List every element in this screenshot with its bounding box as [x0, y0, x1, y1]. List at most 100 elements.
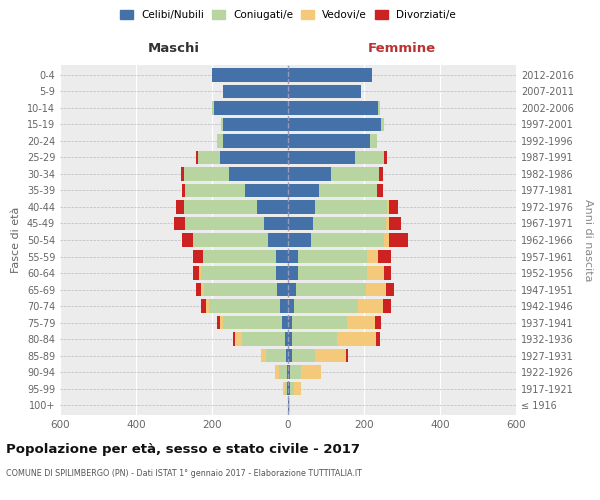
Bar [384, 233, 389, 247]
Bar [294, 300, 358, 313]
Text: Maschi: Maschi [148, 42, 200, 55]
Bar [288, 68, 373, 82]
Bar [384, 266, 391, 280]
Bar [176, 200, 184, 214]
Text: COMUNE DI SPILIMBERGO (PN) - Dati ISTAT 1° gennaio 2017 - Elaborazione TUTTITALI: COMUNE DI SPILIMBERGO (PN) - Dati ISTAT … [6, 469, 362, 478]
Bar [206, 300, 209, 313]
Bar [365, 283, 386, 296]
Text: Popolazione per età, sesso e stato civile - 2017: Popolazione per età, sesso e stato civil… [6, 442, 360, 456]
Bar [277, 283, 288, 296]
Bar [316, 200, 387, 214]
Bar [260, 349, 266, 362]
Bar [290, 366, 301, 379]
Y-axis label: Anni di nascita: Anni di nascita [583, 198, 593, 281]
Bar [387, 200, 389, 214]
Bar [331, 167, 379, 180]
Bar [288, 84, 361, 98]
Bar [184, 200, 257, 214]
Bar [358, 300, 383, 313]
Bar [265, 216, 288, 230]
Bar [199, 266, 200, 280]
Bar [389, 216, 401, 230]
Bar [200, 266, 276, 280]
Bar [268, 233, 288, 247]
Legend: Celibi/Nubili, Coniugati/e, Vedovi/e, Divorziati/e: Celibi/Nubili, Coniugati/e, Vedovi/e, Di… [118, 8, 458, 22]
Y-axis label: Fasce di età: Fasce di età [11, 207, 21, 273]
Bar [184, 167, 229, 180]
Bar [292, 332, 337, 346]
Bar [285, 332, 288, 346]
Bar [196, 283, 200, 296]
Bar [311, 233, 384, 247]
Bar [223, 84, 288, 98]
Bar [337, 332, 376, 346]
Bar [288, 134, 370, 147]
Bar [185, 216, 265, 230]
Bar [288, 283, 296, 296]
Bar [288, 366, 290, 379]
Bar [313, 216, 386, 230]
Bar [283, 316, 288, 330]
Bar [288, 184, 319, 197]
Bar [205, 283, 277, 296]
Bar [217, 134, 223, 147]
Bar [220, 316, 223, 330]
Bar [280, 300, 288, 313]
Bar [286, 349, 288, 362]
Bar [292, 349, 314, 362]
Bar [288, 167, 331, 180]
Bar [355, 150, 384, 164]
Bar [193, 266, 199, 280]
Bar [220, 150, 288, 164]
Bar [288, 349, 292, 362]
Bar [193, 233, 268, 247]
Bar [298, 250, 367, 264]
Bar [386, 283, 394, 296]
Bar [223, 118, 288, 131]
Bar [288, 200, 316, 214]
Bar [257, 200, 288, 214]
Bar [384, 150, 387, 164]
Bar [200, 283, 205, 296]
Bar [288, 266, 298, 280]
Bar [346, 349, 347, 362]
Bar [196, 150, 199, 164]
Bar [279, 366, 287, 379]
Bar [235, 332, 242, 346]
Bar [288, 101, 379, 114]
Bar [214, 101, 288, 114]
Bar [288, 332, 292, 346]
Bar [203, 250, 276, 264]
Bar [379, 167, 383, 180]
Bar [376, 332, 380, 346]
Bar [288, 300, 294, 313]
Bar [217, 316, 220, 330]
Bar [296, 283, 365, 296]
Bar [386, 216, 389, 230]
Bar [347, 316, 376, 330]
Bar [223, 316, 283, 330]
Bar [292, 316, 347, 330]
Text: Femmine: Femmine [368, 42, 436, 55]
Bar [199, 150, 220, 164]
Bar [288, 150, 355, 164]
Bar [314, 349, 346, 362]
Bar [266, 349, 286, 362]
Bar [174, 216, 185, 230]
Bar [221, 118, 223, 131]
Bar [379, 101, 380, 114]
Bar [294, 382, 301, 396]
Bar [201, 300, 206, 313]
Bar [289, 398, 290, 412]
Bar [245, 184, 288, 197]
Bar [377, 184, 383, 197]
Bar [286, 382, 287, 396]
Bar [181, 167, 184, 180]
Bar [223, 134, 288, 147]
Bar [288, 316, 292, 330]
Bar [182, 184, 185, 197]
Bar [389, 200, 398, 214]
Bar [288, 398, 289, 412]
Bar [288, 250, 298, 264]
Bar [288, 233, 311, 247]
